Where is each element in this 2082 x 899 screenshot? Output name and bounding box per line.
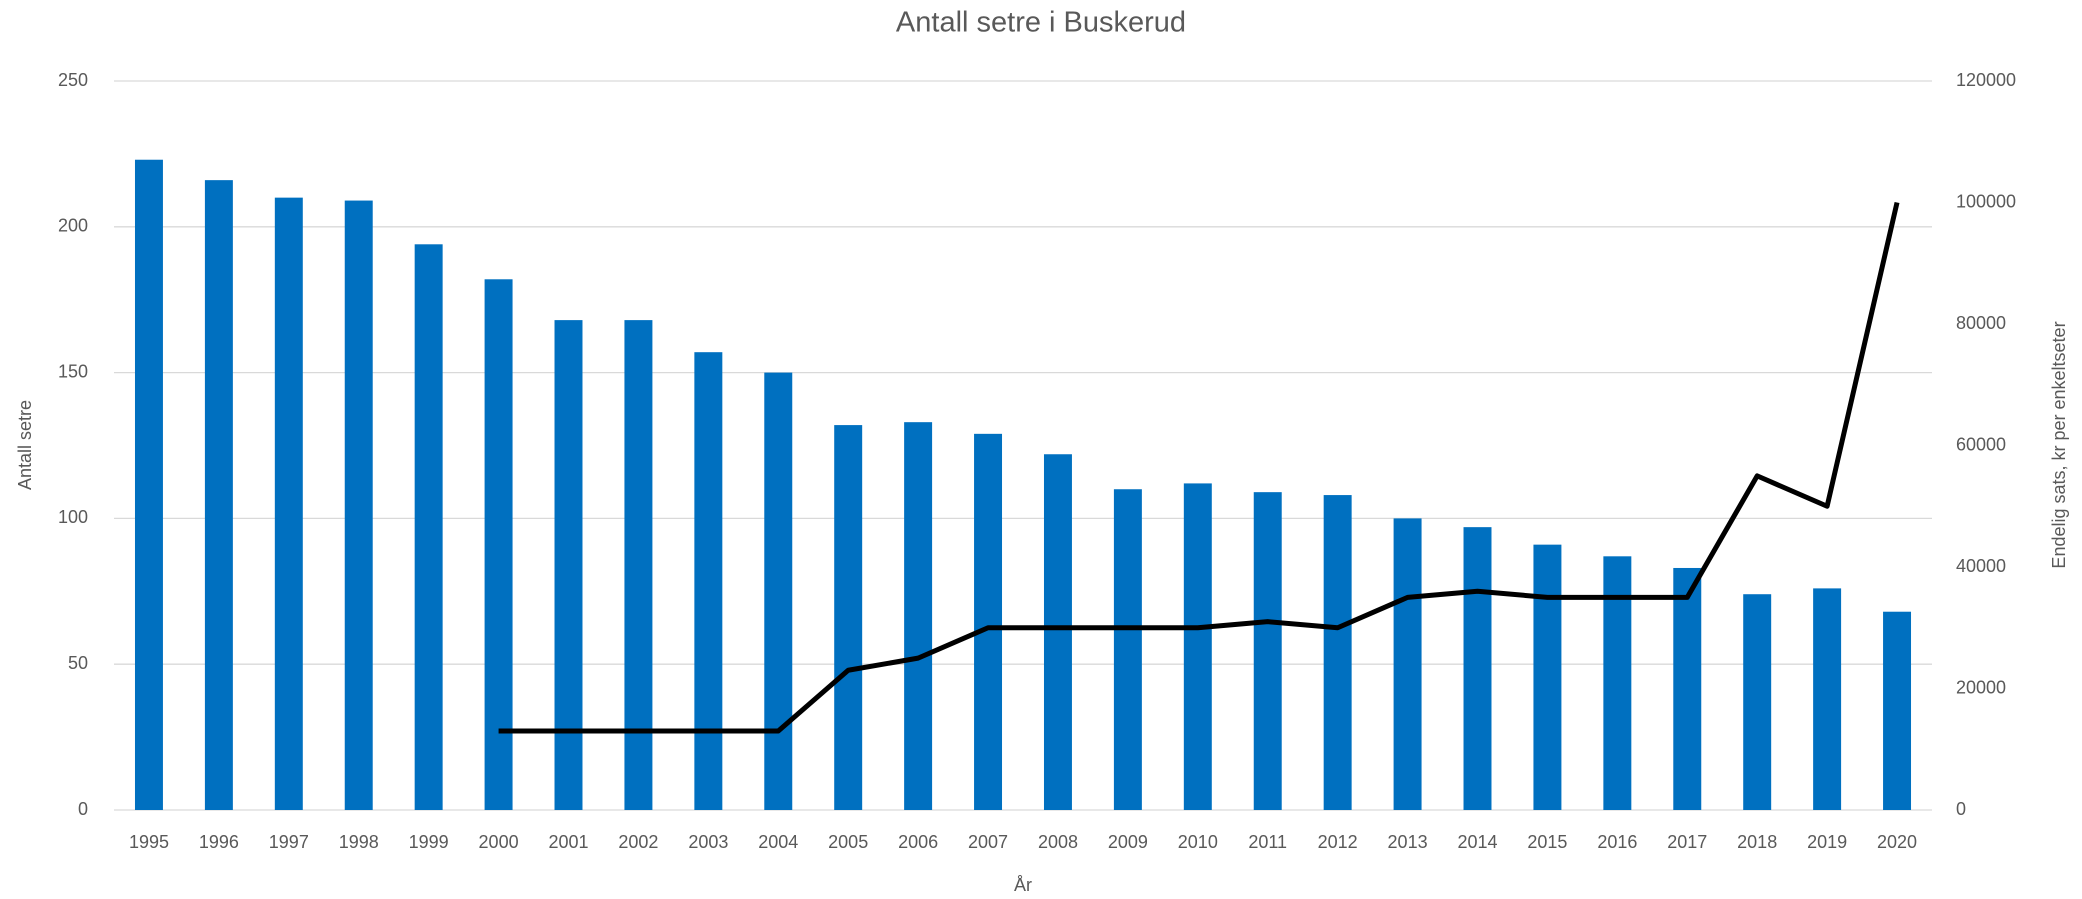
bar — [1113, 489, 1142, 810]
bar — [1813, 588, 1842, 810]
bar — [694, 352, 723, 810]
x-tick-label: 2000 — [479, 832, 519, 852]
x-tick-label: 2011 — [1248, 832, 1287, 852]
x-tick-label: 2019 — [1807, 832, 1847, 852]
y2-tick-label: 120000 — [1956, 70, 2016, 90]
bar — [764, 372, 793, 810]
y-tick-label: 50 — [68, 653, 88, 673]
bar — [1043, 454, 1072, 810]
y2-tick-label: 100000 — [1956, 191, 2016, 211]
x-tick-label: 2015 — [1527, 832, 1567, 852]
x-tick-label: 2003 — [688, 832, 728, 852]
bar — [484, 279, 513, 811]
bar — [1533, 544, 1562, 810]
bar — [414, 244, 443, 810]
bar — [554, 320, 583, 810]
x-tick-label: 2012 — [1318, 832, 1358, 852]
y2-tick-label: 40000 — [1956, 556, 2006, 576]
x-tick-label: 2008 — [1038, 832, 1078, 852]
bar — [1743, 594, 1772, 810]
chart-title: Antall setre i Buskerud — [896, 7, 1186, 39]
bar — [1603, 556, 1632, 810]
y2-tick-label: 60000 — [1956, 434, 2006, 454]
bar — [624, 320, 653, 810]
y-tick-label: 150 — [58, 361, 88, 381]
x-tick-label: 1999 — [409, 832, 449, 852]
x-tick-label: 2009 — [1108, 832, 1148, 852]
y-axis-label: Antall setre — [15, 400, 35, 490]
bar — [344, 200, 373, 810]
y2-tick-label: 0 — [1956, 799, 1966, 819]
y-tick-label: 200 — [58, 216, 88, 236]
x-tick-label: 1996 — [199, 832, 239, 852]
x-tick-label: 2020 — [1877, 832, 1917, 852]
x-tick-label: 1998 — [339, 832, 379, 852]
y2-tick-label: 20000 — [1956, 677, 2006, 697]
x-tick-label: 2013 — [1388, 832, 1428, 852]
bar — [974, 433, 1003, 810]
bar — [274, 197, 303, 810]
bar — [1253, 492, 1282, 810]
y2-axis-label: Endelig sats, kr per enkeltseter — [2049, 321, 2069, 568]
x-tick-label: 1995 — [129, 832, 169, 852]
x-tick-label: 2010 — [1178, 832, 1218, 852]
x-tick-label: 2004 — [758, 832, 798, 852]
x-tick-label: 2007 — [968, 832, 1008, 852]
bar — [1323, 495, 1352, 810]
x-tick-label: 2005 — [828, 832, 868, 852]
y-tick-label: 100 — [58, 507, 88, 527]
y-tick-label: 0 — [78, 799, 88, 819]
bar — [1883, 611, 1912, 810]
bar — [834, 425, 863, 810]
y-tick-label: 250 — [58, 70, 88, 90]
x-tick-label: 2006 — [898, 832, 938, 852]
x-tick-label: 2016 — [1597, 832, 1637, 852]
bar — [1463, 527, 1492, 810]
line — [498, 201, 1900, 734]
bar — [1183, 483, 1212, 810]
x-tick-label: 2014 — [1457, 832, 1497, 852]
x-tick-label: 1997 — [269, 832, 309, 852]
x-tick-label: 2002 — [618, 832, 658, 852]
bar — [1393, 518, 1422, 810]
x-tick-label: 2018 — [1737, 832, 1777, 852]
bar — [204, 180, 233, 811]
bar — [134, 159, 163, 810]
x-tick-label: 2001 — [548, 832, 588, 852]
x-tick-label: 2017 — [1667, 832, 1707, 852]
bar — [1673, 567, 1702, 810]
x-axis-label: År — [1014, 875, 1032, 895]
y2-tick-label: 80000 — [1956, 313, 2006, 333]
bar — [904, 422, 933, 810]
